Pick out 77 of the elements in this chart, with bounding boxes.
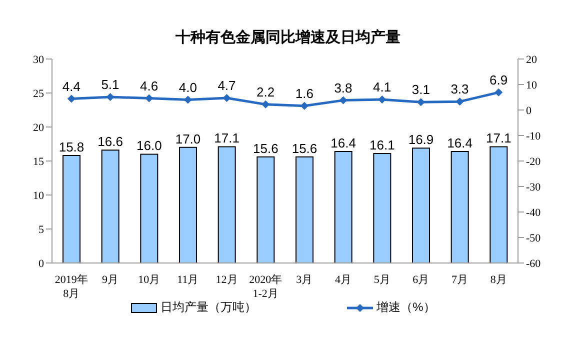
y-tick-label: 25	[33, 88, 44, 100]
bar	[412, 148, 430, 263]
y-tick-label: 30	[33, 54, 44, 66]
data-label: 1.6	[295, 86, 314, 101]
data-label: 3.1	[412, 82, 430, 98]
data-label: 16.6	[98, 134, 123, 150]
data-label: 3.3	[450, 82, 469, 97]
x-tick-label: 8月	[490, 274, 507, 286]
bar	[218, 146, 236, 263]
x-tick-label: 9月	[102, 274, 118, 286]
bar	[140, 154, 158, 263]
bar	[334, 150, 352, 263]
y-tick-label: 5	[38, 224, 44, 236]
data-label: 4.6	[140, 78, 158, 94]
chart-title: 十种有色金属同比增速及日均产量	[174, 28, 402, 47]
y2-tick-label: -10	[526, 130, 542, 142]
legend-label: 日均产量（万吨）	[160, 299, 257, 316]
data-label: 3.8	[334, 80, 352, 96]
data-label: 2.2	[256, 84, 275, 100]
data-label: 17.1	[214, 130, 240, 146]
data-label: 16.1	[370, 138, 395, 153]
data-label: 5.1	[101, 76, 120, 92]
point	[262, 100, 270, 108]
y-tick-label: 20	[33, 122, 44, 134]
point	[106, 92, 114, 101]
data-label: 17.1	[486, 130, 512, 146]
x-tick-label: 10月	[138, 274, 160, 286]
y2-tick-label: -60	[526, 258, 542, 270]
point	[339, 96, 348, 104]
y2-tick-label: -30	[526, 181, 542, 194]
x-tick-label: 4月	[335, 274, 352, 286]
x-tick-label: 11月	[177, 274, 199, 286]
bar	[256, 156, 275, 263]
x-tick-label: 2019年 8月	[54, 274, 88, 300]
point	[222, 94, 231, 102]
y2-tick-label: 20	[526, 54, 538, 66]
y-tick-label: 0	[38, 258, 44, 270]
data-label: 15.6	[292, 140, 318, 156]
point	[416, 98, 425, 106]
point	[494, 88, 503, 96]
legend-label: 增速（%）	[376, 299, 436, 316]
data-label: 4.0	[178, 80, 197, 95]
point	[184, 96, 192, 104]
x-tick-label: 2020年 1-2月	[249, 274, 282, 300]
data-label: 4.4	[62, 78, 80, 94]
y-tick-label: 10	[33, 190, 44, 202]
bar	[490, 146, 508, 263]
y2-tick-label: 0	[526, 104, 532, 117]
data-label: 6.9	[490, 72, 508, 88]
point	[145, 94, 154, 102]
data-label: 16.9	[408, 132, 434, 148]
bar	[373, 153, 392, 263]
y-tick-label: 15	[33, 156, 44, 168]
x-tick-label: 12月	[216, 274, 238, 286]
bar	[296, 156, 314, 263]
y2-tick-label: -50	[526, 232, 542, 244]
data-label: 15.8	[58, 140, 84, 155]
x-tick-label: 3月	[296, 274, 313, 286]
y2-tick-label: 10	[526, 79, 538, 92]
y2-tick-label: -20	[526, 156, 542, 168]
data-label: 16.0	[136, 138, 162, 154]
x-tick-label: 6月	[412, 274, 430, 286]
bar	[101, 150, 120, 263]
bar	[450, 150, 469, 263]
data-label: 16.4	[447, 135, 472, 150]
x-tick-label: 7月	[452, 274, 468, 286]
data-label: 17.0	[175, 131, 201, 146]
point	[67, 94, 76, 103]
data-label: 4.1	[373, 80, 392, 95]
data-label: 15.6	[253, 140, 278, 156]
data-label: 16.4	[330, 135, 356, 150]
point	[456, 98, 464, 106]
x-tick-label: 5月	[374, 274, 390, 286]
data-label: 4.7	[218, 78, 236, 94]
bar	[179, 146, 197, 263]
y2-tick-label: -40	[526, 206, 542, 219]
bar	[62, 155, 80, 263]
